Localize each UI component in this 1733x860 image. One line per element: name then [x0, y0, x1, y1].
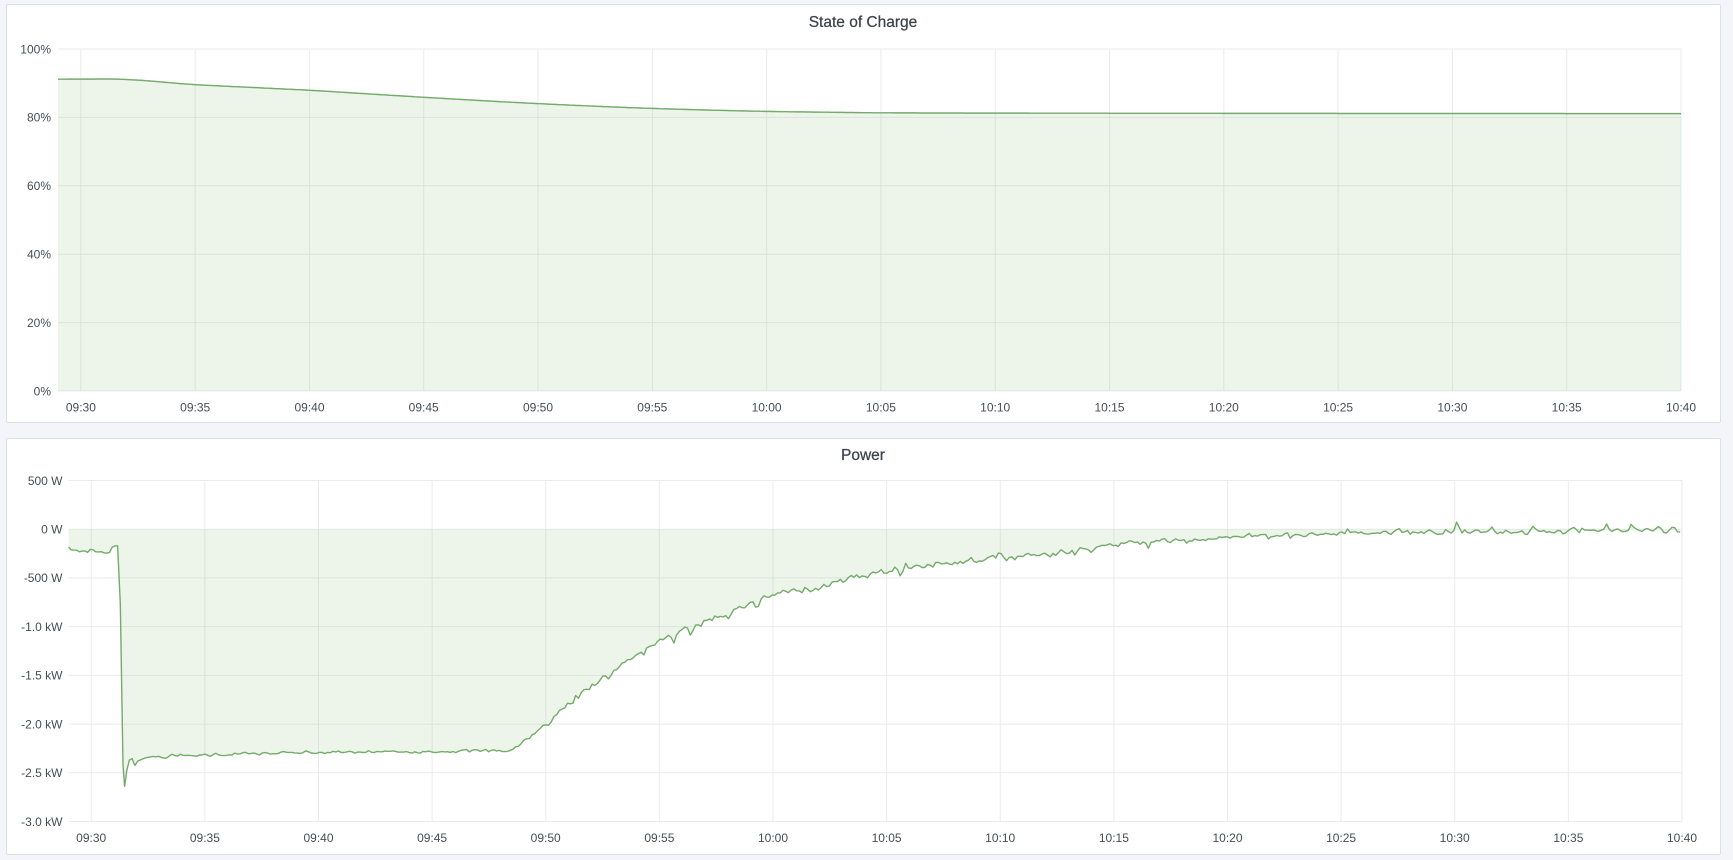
svg-text:State of Charge: State of Charge — [809, 14, 918, 31]
svg-text:09:55: 09:55 — [637, 401, 667, 415]
svg-text:09:55: 09:55 — [644, 831, 674, 845]
svg-text:10:35: 10:35 — [1552, 401, 1582, 415]
svg-text:09:30: 09:30 — [76, 831, 106, 845]
svg-text:Power: Power — [841, 447, 885, 464]
svg-text:500 W: 500 W — [28, 474, 63, 488]
svg-text:10:15: 10:15 — [1094, 401, 1124, 415]
svg-text:-2.0 kW: -2.0 kW — [21, 717, 63, 731]
svg-text:-3.0 kW: -3.0 kW — [21, 815, 63, 829]
svg-text:10:15: 10:15 — [1099, 831, 1129, 845]
svg-text:0 W: 0 W — [41, 523, 63, 537]
svg-text:100%: 100% — [20, 42, 51, 56]
svg-text:09:45: 09:45 — [417, 831, 447, 845]
svg-text:10:25: 10:25 — [1326, 831, 1356, 845]
svg-text:09:35: 09:35 — [180, 401, 210, 415]
svg-text:09:40: 09:40 — [303, 831, 333, 845]
svg-text:10:40: 10:40 — [1667, 831, 1697, 845]
svg-text:80%: 80% — [27, 111, 51, 125]
svg-text:10:30: 10:30 — [1440, 831, 1470, 845]
svg-text:09:40: 09:40 — [294, 401, 324, 415]
svg-text:-2.5 kW: -2.5 kW — [21, 766, 63, 780]
svg-text:10:35: 10:35 — [1553, 831, 1583, 845]
svg-text:0%: 0% — [34, 384, 52, 398]
svg-text:10:10: 10:10 — [980, 401, 1010, 415]
svg-text:10:40: 10:40 — [1666, 401, 1696, 415]
svg-text:10:10: 10:10 — [985, 831, 1015, 845]
svg-text:09:50: 09:50 — [523, 401, 553, 415]
svg-text:09:30: 09:30 — [66, 401, 96, 415]
svg-text:10:25: 10:25 — [1323, 401, 1353, 415]
svg-text:60%: 60% — [27, 179, 51, 193]
svg-text:10:00: 10:00 — [758, 831, 788, 845]
svg-text:40%: 40% — [27, 248, 51, 262]
svg-text:20%: 20% — [27, 316, 51, 330]
svg-text:10:00: 10:00 — [752, 401, 782, 415]
svg-text:10:20: 10:20 — [1209, 401, 1239, 415]
svg-text:10:20: 10:20 — [1212, 831, 1242, 845]
svg-text:-500 W: -500 W — [24, 571, 63, 585]
svg-text:-1.0 kW: -1.0 kW — [21, 620, 63, 634]
svg-text:09:35: 09:35 — [190, 831, 220, 845]
svg-text:10:30: 10:30 — [1437, 401, 1467, 415]
svg-text:09:45: 09:45 — [409, 401, 439, 415]
svg-text:-1.5 kW: -1.5 kW — [21, 669, 63, 683]
svg-text:10:05: 10:05 — [866, 401, 896, 415]
svg-text:09:50: 09:50 — [531, 831, 561, 845]
svg-text:10:05: 10:05 — [872, 831, 902, 845]
